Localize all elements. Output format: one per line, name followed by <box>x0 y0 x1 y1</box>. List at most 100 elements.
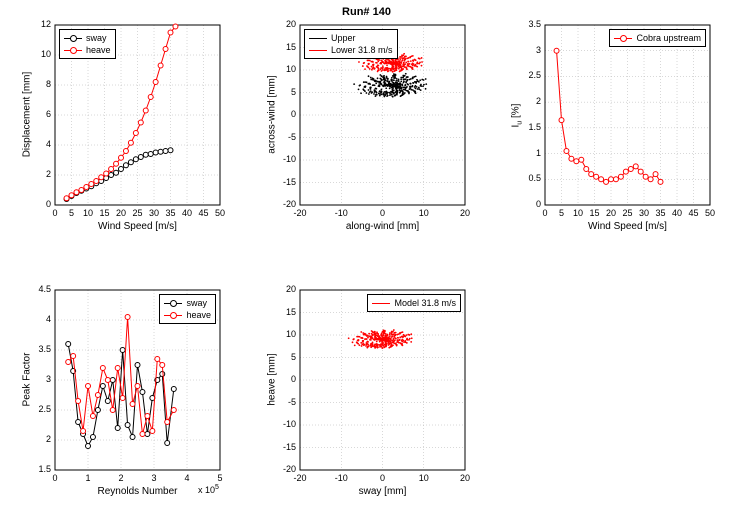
ytick: 15 <box>286 42 296 52</box>
xtick: 0 <box>45 473 65 483</box>
legend-label: Model 31.8 m/s <box>394 298 456 308</box>
legend-item: Cobra upstream <box>614 32 701 44</box>
xtick: -10 <box>331 208 351 218</box>
legend-line-icon <box>614 38 632 39</box>
legend-line-icon <box>64 38 82 39</box>
ytick: 1.5 <box>38 464 51 474</box>
ytick: 3 <box>46 374 51 384</box>
axes-p5 <box>300 290 465 470</box>
x-exponent: x 105 <box>198 484 219 495</box>
xtick: 10 <box>414 208 434 218</box>
ytick: 4 <box>46 139 51 149</box>
legend-line-icon <box>309 50 327 51</box>
panel-p2: -20-1001020-20-15-10-505101520along-wind… <box>300 25 465 205</box>
ytick: 0 <box>291 109 296 119</box>
xlabel: along-wind [mm] <box>300 221 465 232</box>
axes-p3 <box>545 25 710 205</box>
panel-p3: 0510152025303540455000.511.522.533.5Wind… <box>545 25 710 205</box>
legend: Cobra upstream <box>609 29 706 47</box>
ytick: -10 <box>283 154 296 164</box>
ytick: 20 <box>286 284 296 294</box>
xtick: 0 <box>373 208 393 218</box>
ytick: 3.5 <box>38 344 51 354</box>
xtick: 20 <box>455 208 475 218</box>
ytick: 10 <box>286 329 296 339</box>
ytick: 4.5 <box>38 284 51 294</box>
ylabel: Displacement [mm] <box>22 25 33 205</box>
ytick: 3 <box>536 45 541 55</box>
figure-title: Run# 140 <box>0 6 733 18</box>
legend-line-icon <box>164 303 182 304</box>
panel-p4: 0123451.522.533.544.5Reynolds NumberPeak… <box>55 290 220 470</box>
ytick: 3.5 <box>528 19 541 29</box>
xtick: 20 <box>455 473 475 483</box>
ytick: 0.5 <box>528 173 541 183</box>
legend: swayheave <box>159 294 216 324</box>
ytick: -15 <box>283 177 296 187</box>
ytick: -15 <box>283 442 296 452</box>
xlabel: sway [mm] <box>300 486 465 497</box>
legend-item: sway <box>164 297 211 309</box>
legend-label: heave <box>86 45 111 55</box>
panel-p1: 05101520253035404550024681012Wind Speed … <box>55 25 220 205</box>
legend-label: Upper <box>331 33 356 43</box>
xtick: -20 <box>290 473 310 483</box>
ytick: -20 <box>283 199 296 209</box>
legend-item: heave <box>64 44 111 56</box>
ytick: 1.5 <box>528 122 541 132</box>
xtick: -20 <box>290 208 310 218</box>
xlabel: Wind Speed [m/s] <box>545 221 710 232</box>
xtick: 4 <box>177 473 197 483</box>
ytick: 0 <box>291 374 296 384</box>
legend-line-icon <box>372 303 390 304</box>
ytick: 5 <box>291 87 296 97</box>
legend-label: Cobra upstream <box>636 33 701 43</box>
ytick: 20 <box>286 19 296 29</box>
ytick: 10 <box>286 64 296 74</box>
ytick: 6 <box>46 109 51 119</box>
xtick: 5 <box>210 473 230 483</box>
xtick: 1 <box>78 473 98 483</box>
legend-line-icon <box>309 38 327 39</box>
xtick: 10 <box>414 473 434 483</box>
legend: Model 31.8 m/s <box>367 294 461 312</box>
ytick: 1 <box>536 148 541 158</box>
ytick: -5 <box>288 397 296 407</box>
ytick: -10 <box>283 419 296 429</box>
ytick: 2.5 <box>528 70 541 80</box>
ytick: 4 <box>46 314 51 324</box>
ytick: 2 <box>536 96 541 106</box>
ytick: 0 <box>536 199 541 209</box>
legend-item: Lower 31.8 m/s <box>309 44 393 56</box>
legend-label: Lower 31.8 m/s <box>331 45 393 55</box>
legend: sway heave <box>59 29 116 59</box>
ytick: 10 <box>41 49 51 59</box>
ytick: 2 <box>46 169 51 179</box>
legend-line-icon <box>64 50 82 51</box>
panel-p5: -20-1001020-20-15-10-505101520sway [mm]h… <box>300 290 465 470</box>
xtick: 0 <box>373 473 393 483</box>
figure-root: Run# 140 05101520253035404550024681012Wi… <box>0 0 733 506</box>
legend-item: Upper <box>309 32 393 44</box>
ytick: -5 <box>288 132 296 142</box>
legend: Upper Lower 31.8 m/s <box>304 29 398 59</box>
ylabel: Iu [%] <box>511 26 524 206</box>
xtick: 3 <box>144 473 164 483</box>
legend-item: heave <box>164 309 211 321</box>
ylabel: across-wind [mm] <box>267 25 278 205</box>
ytick: -20 <box>283 464 296 474</box>
xtick: 2 <box>111 473 131 483</box>
xlabel: Reynolds Number <box>55 486 220 497</box>
legend-line-icon <box>164 315 182 316</box>
ytick: 2 <box>46 434 51 444</box>
ylabel: Peak Factor <box>22 290 33 470</box>
xtick: 50 <box>210 208 230 218</box>
xlabel: Wind Speed [m/s] <box>55 221 220 232</box>
legend-label: sway <box>86 33 107 43</box>
legend-item: sway <box>64 32 111 44</box>
legend-item: Model 31.8 m/s <box>372 297 456 309</box>
ylabel: heave [mm] <box>267 290 278 470</box>
ytick: 0 <box>46 199 51 209</box>
ytick: 15 <box>286 307 296 317</box>
ytick: 5 <box>291 352 296 362</box>
